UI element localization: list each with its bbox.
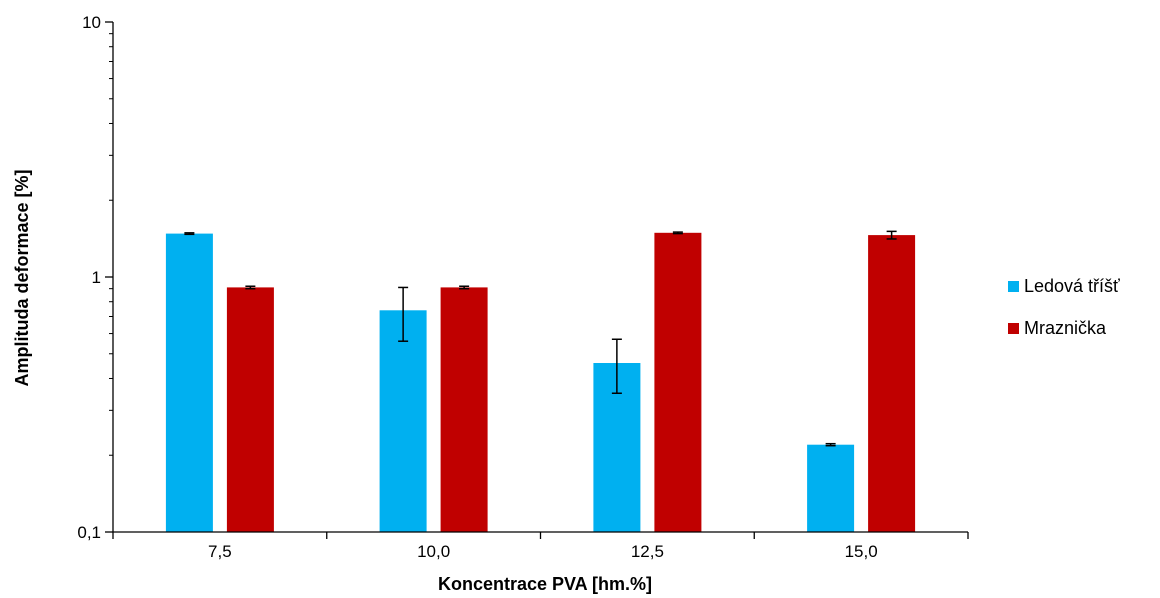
plot-area: 0,1 1 10 7,5 10,0 12,5 15,0 [77,13,969,561]
bar-mraznicka-1 [226,287,274,532]
x-tick-label: 7,5 [208,542,232,561]
legend-item-mraznicka: Mraznička [1008,318,1107,338]
bar-mraznicka-3 [654,232,702,533]
x-axis-title: Koncentrace PVA [hm.%] [438,574,652,594]
error-bar-mraznicka-1 [245,285,256,290]
error-bar-mraznicka-4 [886,230,897,240]
legend: Ledová tříšť Mraznička [1008,276,1120,338]
error-bar-ledova-4 [825,442,836,447]
bar-ledova-4 [807,444,855,532]
legend-label: Ledová tříšť [1024,276,1120,296]
error-bar-ledova-3 [611,338,622,395]
x-tick-label: 12,5 [631,542,664,561]
y-tick-label: 0,1 [77,523,101,542]
x-tick-label: 15,0 [845,542,878,561]
error-bar-mraznicka-3 [672,231,683,235]
y-axis-title: Amplituda deformace [%] [12,169,32,386]
x-tick-label: 10,0 [417,542,450,561]
error-bar-mraznicka-2 [459,285,470,290]
error-bar-ledova-1 [184,232,195,236]
bar-ledova-2 [379,310,427,532]
legend-swatch [1008,323,1019,334]
bar-mraznicka-2 [440,287,488,532]
legend-swatch [1008,281,1019,292]
error-bar-ledova-2 [398,286,409,342]
y-tick-label: 1 [92,268,101,287]
bar-mraznicka-4 [868,235,916,532]
legend-label: Mraznička [1024,318,1107,338]
y-tick-label: 10 [82,13,101,32]
legend-item-ledova: Ledová tříšť [1008,276,1120,296]
bar-ledova-1 [165,233,213,532]
